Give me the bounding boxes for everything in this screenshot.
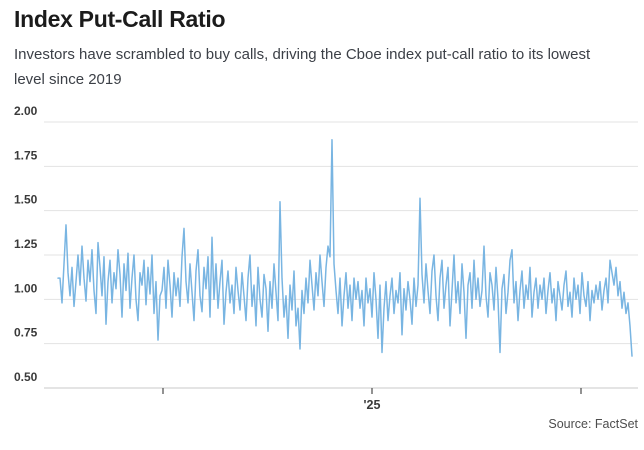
plot-area: 2.00 1.75 1.50 1.25 1.00 0.75 0.50 '25 bbox=[0, 100, 644, 415]
y-tick-label: 1.50 bbox=[14, 193, 38, 207]
chart-svg: 2.00 1.75 1.50 1.25 1.00 0.75 0.50 '25 bbox=[14, 104, 638, 412]
y-tick-label: 2.00 bbox=[14, 104, 38, 118]
source-label: Source: FactSet bbox=[548, 417, 638, 431]
chart-header: Index Put-Call Ratio Investors have scra… bbox=[14, 6, 630, 92]
y-tick-label: 1.25 bbox=[14, 237, 38, 251]
y-tick-label: 0.75 bbox=[14, 326, 38, 340]
y-tick-label: 1.75 bbox=[14, 148, 38, 162]
y-tick-label: 1.00 bbox=[14, 281, 38, 295]
chart-title: Index Put-Call Ratio bbox=[14, 6, 226, 32]
x-tick-label: '25 bbox=[364, 398, 381, 412]
chart-subtitle: Investors have scrambled to buy calls, d… bbox=[14, 45, 591, 88]
put-call-ratio-line bbox=[57, 138, 633, 357]
y-tick-label: 0.50 bbox=[14, 370, 38, 384]
